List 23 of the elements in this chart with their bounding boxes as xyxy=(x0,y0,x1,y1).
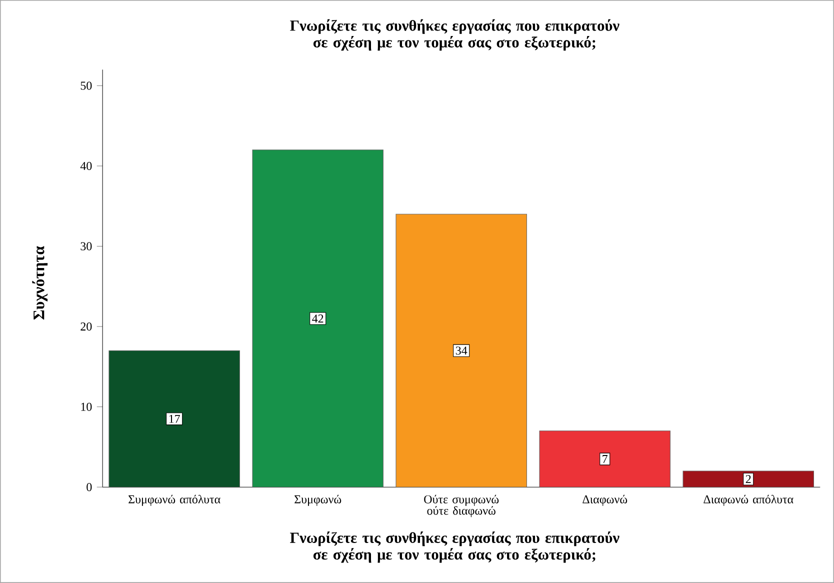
y-tick-label: 20 xyxy=(80,322,92,331)
y-tick-label: 50 xyxy=(80,82,92,90)
bar xyxy=(252,150,384,488)
x-tick-label: Συμφωνώ απόλυτα xyxy=(128,494,220,506)
bar xyxy=(108,350,240,488)
y-tick-label: 10 xyxy=(81,402,92,411)
y-tick-label: 40 xyxy=(80,162,92,170)
data-label: 42 xyxy=(312,314,324,322)
chart-title: Γνωρίζετε τις συνθήκες εργασίας που επικρατούν σε σχέση με τον τομέα σας στο εξωτερικό; xyxy=(290,19,620,51)
y-axis-title: Συχνότητα xyxy=(32,246,48,320)
bar xyxy=(539,430,670,488)
x-tick-label: Διαφωνώ απόλυτα xyxy=(704,494,794,506)
y-tick-label: 0 xyxy=(86,483,92,492)
data-label: 34 xyxy=(456,346,468,355)
x-tick-label: Συμφωνώ xyxy=(294,494,342,506)
data-label: 17 xyxy=(169,414,180,423)
bar xyxy=(396,214,527,488)
y-tick-label: 30 xyxy=(80,242,92,250)
x-axis-title: Γνωρίζετε τις συνθήκες εργασίας που επικρατούν σε σχέση με τον τομέα σας στο εξωτερικό; xyxy=(290,531,620,563)
data-label: 7 xyxy=(602,455,608,463)
data-label: 2 xyxy=(746,475,751,484)
x-tick-label: Διαφωνώ xyxy=(582,494,628,506)
x-tick-label: Ούτε συμφωνώ ούτε διαφωνώ xyxy=(424,494,499,518)
